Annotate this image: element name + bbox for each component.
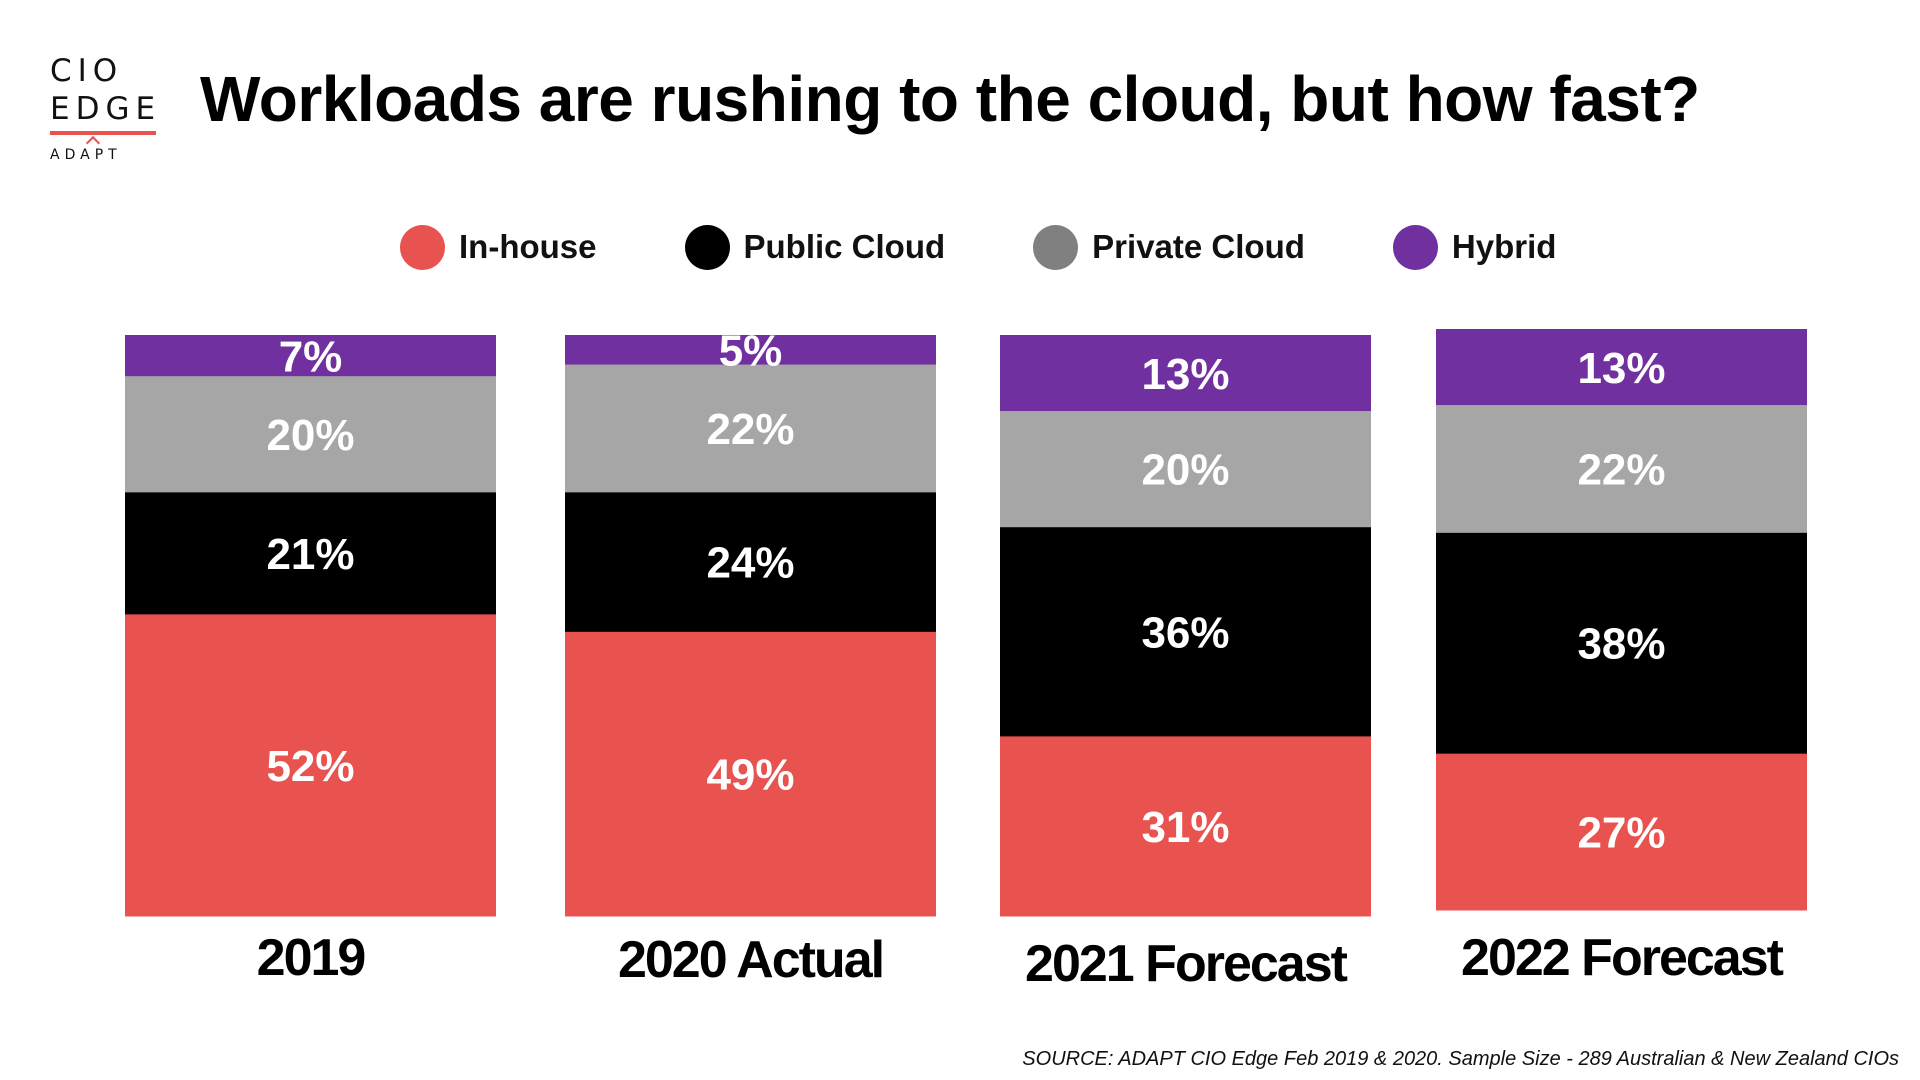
cio-edge-logo: CIO EDGE ADAPT [50, 52, 162, 163]
logo-rule [50, 131, 156, 135]
legend-swatch-hybrid [1392, 224, 1438, 270]
legend-label-public-cloud: Public Cloud [743, 228, 946, 265]
bar-segment-public-cloud-2019 [125, 491, 496, 615]
data-label-hybrid-2020-actual: 5% [719, 327, 783, 376]
bar-segment-private-cloud-2021-forecast [1000, 410, 1371, 528]
bar-segment-private-cloud-2019 [125, 375, 496, 493]
data-label-public-cloud-2020-actual: 24% [706, 539, 794, 588]
bar-segment-public-cloud-2020-actual [565, 491, 936, 632]
legend-label-in-house: In-house [459, 228, 597, 265]
category-label-2022-forecast: 2022 Forecast [1461, 929, 1784, 987]
data-label-public-cloud-2022-forecast: 38% [1577, 620, 1665, 669]
data-label-public-cloud-2021-forecast: 36% [1141, 608, 1229, 657]
logo-line-cio: CIO [50, 53, 124, 89]
bar-segment-in-house-2022-forecast [1436, 753, 1807, 911]
category-label-2020-actual: 2020 Actual [618, 931, 883, 989]
bar-segment-public-cloud-2021-forecast [1000, 526, 1371, 737]
bar-segment-hybrid-2019 [125, 335, 496, 377]
bar-segment-in-house-2020-actual [565, 631, 936, 917]
legend-item-private-cloud: Private Cloud [1033, 224, 1305, 270]
legend-item-public-cloud: Public Cloud [684, 224, 946, 270]
source-note: SOURCE: ADAPT CIO Edge Feb 2019 & 2020. … [1022, 1048, 1899, 1070]
data-label-private-cloud-2022-forecast: 22% [1577, 445, 1665, 494]
bar-segment-in-house-2021-forecast [1000, 735, 1371, 917]
logo-line-edge: EDGE [50, 91, 162, 127]
data-label-public-cloud-2019: 21% [266, 530, 354, 579]
legend-item-in-house: In-house [400, 224, 597, 270]
bar-segment-hybrid-2020-actual [565, 335, 936, 365]
legend-swatch-public-cloud [684, 224, 730, 270]
legend-swatch-in-house [400, 224, 445, 270]
legend: In-house Public Cloud Private Cloud Hybrid [400, 222, 1556, 272]
chart-title: Workloads are rushing to the cloud, but … [200, 63, 1700, 135]
data-label-in-house-2021-forecast: 31% [1141, 803, 1229, 852]
bar-segment-hybrid-2021-forecast [1000, 335, 1371, 412]
data-label-in-house-2019: 52% [266, 742, 354, 791]
category-label-2019: 2019 [257, 929, 365, 987]
bar-segment-hybrid-2022-forecast [1436, 329, 1807, 406]
data-label-hybrid-2022-forecast: 13% [1577, 344, 1665, 393]
bar-segment-in-house-2019 [125, 613, 496, 917]
data-label-in-house-2020-actual: 49% [706, 751, 794, 800]
bar-segment-public-cloud-2022-forecast [1436, 532, 1807, 754]
data-label-private-cloud-2019: 20% [266, 411, 354, 460]
data-label-in-house-2022-forecast: 27% [1577, 809, 1665, 858]
legend-item-hybrid: Hybrid [1392, 224, 1557, 270]
logo-line-adapt: ADAPT [50, 135, 162, 163]
legend-label-private-cloud: Private Cloud [1092, 228, 1305, 265]
legend-swatch-private-cloud [1033, 224, 1079, 270]
bar-segment-private-cloud-2020-actual [565, 364, 936, 493]
data-label-hybrid-2019: 7% [279, 332, 343, 381]
legend-label-hybrid: Hybrid [1451, 228, 1557, 265]
bar-segment-private-cloud-2022-forecast [1436, 404, 1807, 533]
category-label-2021-forecast: 2021 Forecast [1025, 935, 1348, 993]
data-label-private-cloud-2021-forecast: 20% [1141, 446, 1229, 495]
data-label-hybrid-2021-forecast: 13% [1141, 350, 1229, 399]
data-label-private-cloud-2020-actual: 22% [706, 405, 794, 454]
